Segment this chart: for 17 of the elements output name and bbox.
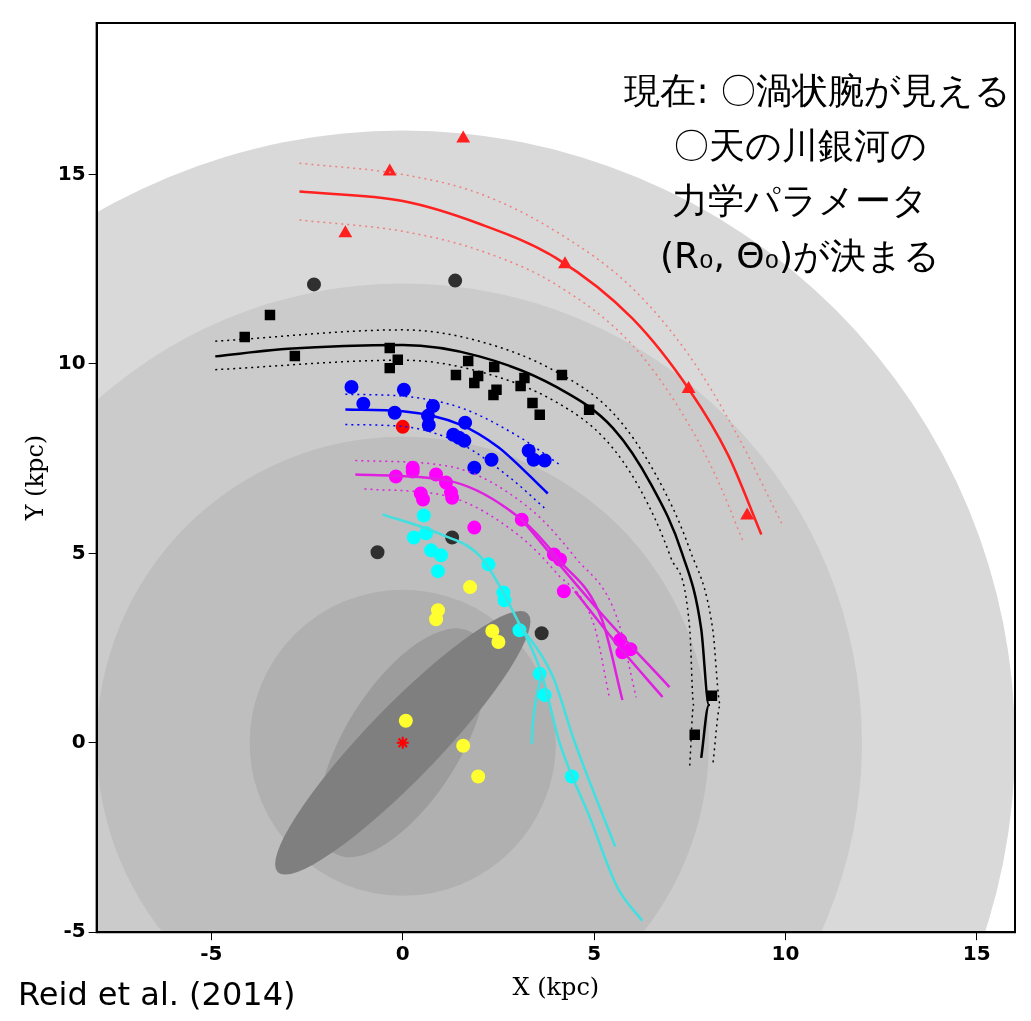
annotation: 力学パラメータ [672,180,928,221]
y-tick-label: 15 [57,160,86,185]
x-tick-label: 15 [962,941,991,966]
text: Reid et al. (2014) [18,975,296,1013]
annotation: (R₀, Θ₀)が決まる [659,235,941,276]
x-axis-title: X (kpc) [512,972,600,1001]
annotation: 〇天の川銀河の [673,125,927,166]
y-tick-label: -5 [63,918,86,943]
annotation: 現在: 〇渦状腕が見える [624,70,1011,111]
y-tick-label: 0 [71,728,86,753]
x-tick-label: 0 [395,941,410,966]
y-tick-label: 5 [71,539,86,564]
x-tick-label: -5 [200,941,223,966]
y-axis-title: Y (kpc) [20,434,49,522]
y-tick-label: 10 [57,350,86,375]
x-tick-label: 5 [587,941,602,966]
x-tick-label: 10 [771,941,800,966]
